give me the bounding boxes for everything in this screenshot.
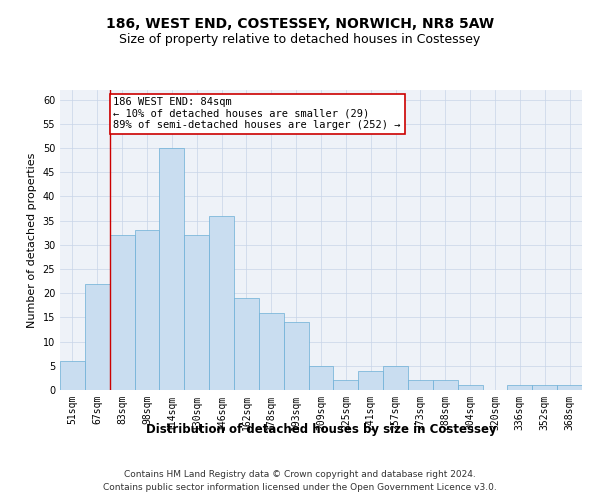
Bar: [458, 385, 482, 390]
Bar: [209, 216, 234, 390]
Bar: [259, 312, 284, 390]
Bar: [60, 361, 85, 390]
Bar: [234, 298, 259, 390]
Y-axis label: Number of detached properties: Number of detached properties: [27, 152, 37, 328]
Text: 186 WEST END: 84sqm
← 10% of detached houses are smaller (29)
89% of semi-detach: 186 WEST END: 84sqm ← 10% of detached ho…: [113, 98, 401, 130]
Bar: [508, 385, 532, 390]
Bar: [184, 235, 209, 390]
Bar: [160, 148, 184, 390]
Bar: [334, 380, 358, 390]
Text: 186, WEST END, COSTESSEY, NORWICH, NR8 5AW: 186, WEST END, COSTESSEY, NORWICH, NR8 5…: [106, 18, 494, 32]
Bar: [557, 385, 582, 390]
Bar: [532, 385, 557, 390]
Bar: [284, 322, 308, 390]
Bar: [383, 366, 408, 390]
Bar: [308, 366, 334, 390]
Bar: [358, 370, 383, 390]
Text: Size of property relative to detached houses in Costessey: Size of property relative to detached ho…: [119, 32, 481, 46]
Text: Contains HM Land Registry data © Crown copyright and database right 2024.: Contains HM Land Registry data © Crown c…: [124, 470, 476, 479]
Bar: [85, 284, 110, 390]
Text: Contains public sector information licensed under the Open Government Licence v3: Contains public sector information licen…: [103, 482, 497, 492]
Text: Distribution of detached houses by size in Costessey: Distribution of detached houses by size …: [146, 422, 496, 436]
Bar: [433, 380, 458, 390]
Bar: [134, 230, 160, 390]
Bar: [110, 235, 134, 390]
Bar: [408, 380, 433, 390]
